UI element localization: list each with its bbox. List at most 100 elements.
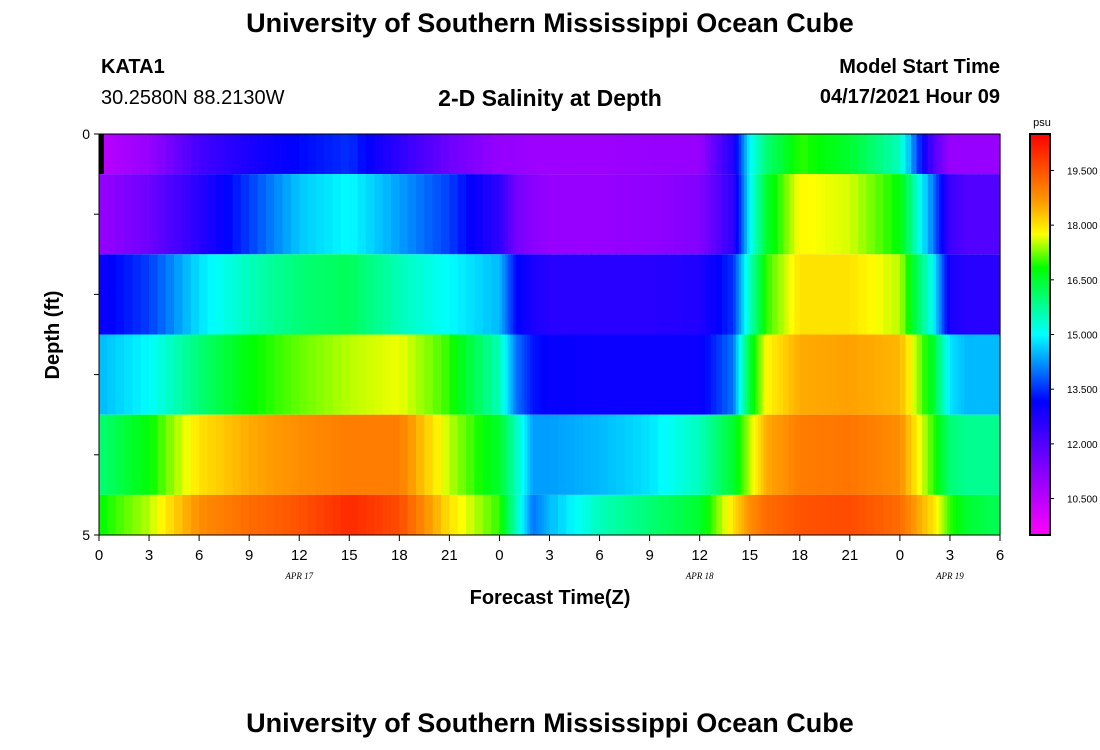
heatmap-cell-layer-0: [705, 134, 712, 175]
heatmap-cell-layer-5: [841, 494, 851, 535]
heatmap-cell-layer-2: [324, 254, 334, 335]
heatmap-cell-layer-0: [535, 134, 539, 175]
heatmap-cell-layer-2: [955, 254, 959, 335]
heatmap-cell-layer-0: [749, 134, 754, 175]
heatmap-cell-layer-5: [858, 494, 868, 535]
heatmap-cell-layer-5: [149, 494, 158, 535]
heatmap-cell-layer-4: [507, 414, 512, 495]
heatmap-cell-layer-5: [977, 494, 984, 535]
heatmap-cell-layer-5: [557, 494, 567, 535]
heatmap-cell-layer-0: [546, 134, 551, 175]
heatmap-cell-layer-4: [290, 414, 300, 495]
heatmap-cell-layer-5: [735, 494, 740, 535]
colorbar-gradient: [1029, 133, 1051, 536]
heatmap-cell-layer-0: [574, 134, 584, 175]
heatmap-cell-layer-4: [905, 414, 912, 495]
heatmap-cell-layer-3: [332, 334, 342, 415]
heatmap-cell-layer-0: [657, 134, 667, 175]
heatmap-cell-layer-1: [771, 174, 779, 255]
heatmap-cell-layer-4: [771, 414, 779, 495]
heatmap-cell-layer-1: [938, 174, 943, 255]
heatmap-cell-layer-0: [507, 134, 512, 175]
heatmap-cell-layer-1: [491, 174, 501, 255]
heatmap-cell-layer-3: [307, 334, 317, 415]
x-tick-label: 6: [996, 547, 1004, 564]
heatmap-cell-layer-5: [491, 494, 501, 535]
heatmap-cell-layer-3: [290, 334, 300, 415]
heatmap-cell-layer-0: [249, 134, 259, 175]
heatmap-cell-layer-0: [282, 134, 292, 175]
heatmap-cell-layer-2: [777, 254, 784, 335]
heatmap-cell-layer-0: [788, 134, 795, 175]
heatmap-cell-layer-2: [666, 254, 676, 335]
heatmap-cell-layer-0: [949, 134, 954, 175]
heatmap-cell-layer-3: [518, 334, 523, 415]
heatmap-cell-layer-2: [165, 254, 175, 335]
heatmap-cell-layer-5: [752, 494, 756, 535]
heatmap-cell-layer-3: [641, 334, 651, 415]
heatmap-cell-layer-3: [632, 334, 642, 415]
heatmap-cell-layer-5: [705, 494, 712, 535]
heatmap-cell-layer-5: [766, 494, 773, 535]
heatmap-cell-layer-4: [763, 414, 768, 495]
heatmap-cell-layer-2: [936, 254, 940, 335]
heatmap-cell-layer-3: [232, 334, 242, 415]
heatmap-cell-layer-1: [944, 174, 948, 255]
heatmap-cell-layer-4: [240, 414, 250, 495]
heatmap-cell-layer-5: [961, 494, 965, 535]
heatmap-cell-layer-0: [733, 134, 737, 175]
heatmap-cell-layer-0: [933, 134, 937, 175]
heatmap-cell-layer-1: [824, 174, 834, 255]
heatmap-cell-layer-4: [365, 414, 375, 495]
heatmap-cell-layer-4: [849, 414, 859, 495]
heatmap-cell-layer-3: [374, 334, 384, 415]
heatmap-cell-layer-4: [182, 414, 192, 495]
heatmap-cell-layer-4: [916, 414, 923, 495]
heatmap-cell-layer-0: [357, 134, 367, 175]
heatmap-cell-layer-1: [705, 174, 712, 255]
heatmap-cell-layer-2: [524, 254, 528, 335]
heatmap-cell-layer-1: [541, 174, 545, 255]
heatmap-cell-layer-1: [746, 174, 751, 255]
heatmap-cell-layer-1: [758, 174, 762, 255]
heatmap-cell-layer-5: [657, 494, 667, 535]
heatmap-cell-layer-2: [249, 254, 259, 335]
heatmap-cell-layer-4: [149, 414, 158, 495]
heatmap-cell-layer-1: [582, 174, 592, 255]
heatmap-cell-layer-1: [441, 174, 450, 255]
heatmap-cell-layer-1: [808, 174, 818, 255]
heatmap-cell-layer-5: [649, 494, 659, 535]
heatmap-cell-layer-2: [257, 254, 267, 335]
heatmap-cell-layer-3: [265, 334, 275, 415]
heatmap-cell-layer-1: [733, 174, 737, 255]
heatmap-cell-layer-1: [240, 174, 250, 255]
heatmap-cell-layer-1: [933, 174, 937, 255]
heatmap-cell-layer-3: [816, 334, 826, 415]
heatmap-cell-layer-2: [224, 254, 234, 335]
heatmap-cell-layer-5: [666, 494, 676, 535]
heatmap-cell-layer-1: [883, 174, 893, 255]
heatmap-cell-layer-4: [466, 414, 476, 495]
heatmap-cell-layer-1: [721, 174, 729, 255]
heatmap-cell-layer-0: [938, 134, 943, 175]
heatmap-cell-layer-0: [716, 134, 723, 175]
heatmap-cell-layer-1: [407, 174, 417, 255]
heatmap-cell-layer-4: [983, 414, 990, 495]
heatmap-cell-layer-3: [961, 334, 965, 415]
heatmap-cell-layer-1: [390, 174, 400, 255]
heatmap-cell-layer-2: [591, 254, 601, 335]
heatmap-cell-layer-0: [883, 134, 893, 175]
heatmap-cell-layer-1: [947, 174, 951, 255]
heatmap-cell-layer-5: [936, 494, 940, 535]
heatmap-cell-layer-5: [499, 494, 503, 535]
heatmap-cell-layer-2: [738, 254, 742, 335]
heatmap-cell-layer-3: [532, 334, 537, 415]
heatmap-cell-layer-0: [758, 134, 762, 175]
heatmap-cell-layer-5: [682, 494, 692, 535]
heatmap-cell-layer-0: [963, 134, 968, 175]
heatmap-cell-layer-1: [516, 174, 520, 255]
heatmap-cell-layer-4: [674, 414, 684, 495]
heatmap-cell-layer-3: [624, 334, 634, 415]
heatmap-cell-layer-3: [941, 334, 945, 415]
heatmap-cell-layer-4: [157, 414, 167, 495]
